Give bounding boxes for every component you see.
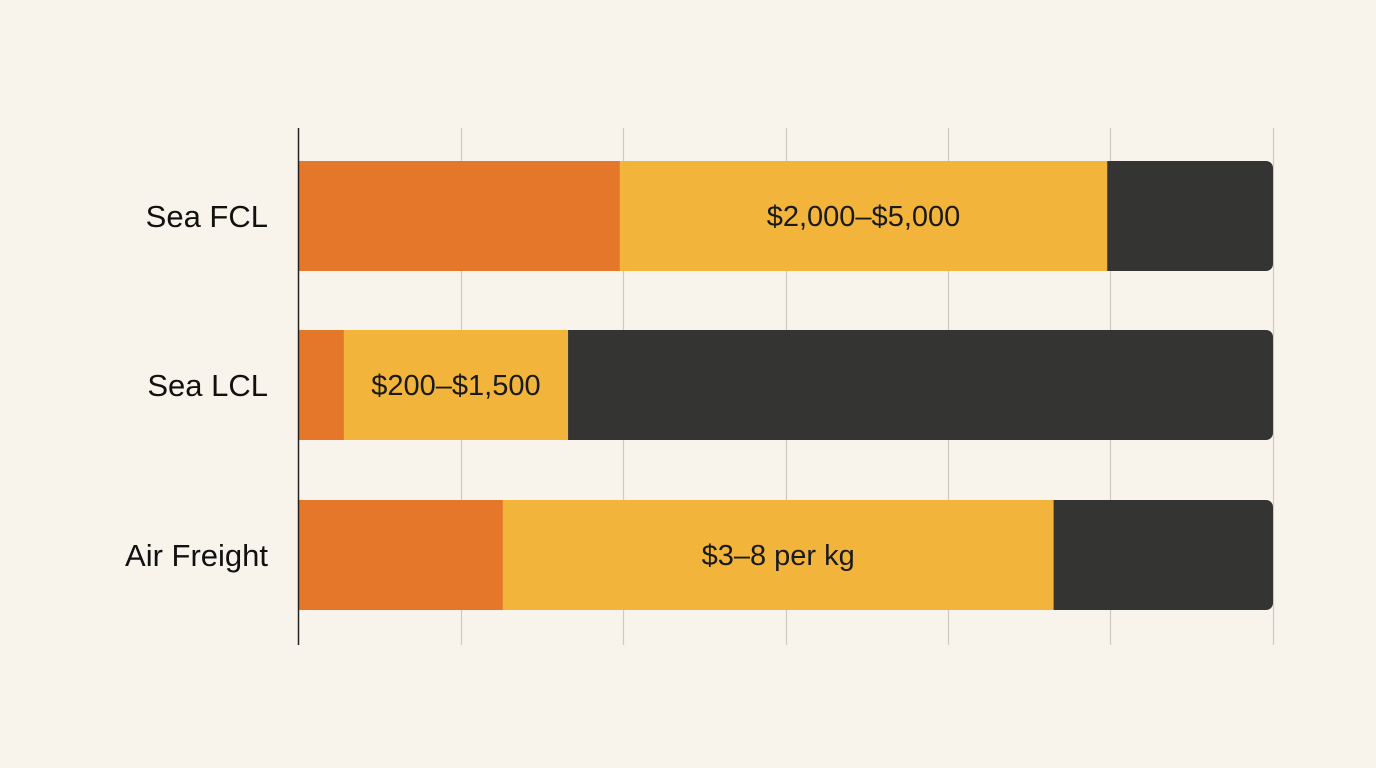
bar-segment (1053, 500, 1273, 610)
bar-segment (1107, 161, 1273, 271)
category-label: Sea LCL (147, 368, 268, 403)
bar-segment (299, 500, 504, 610)
category-label: Sea FCL (146, 199, 268, 234)
category-label: Air Freight (125, 538, 268, 573)
bar-segment (343, 330, 569, 440)
bar-group (299, 500, 1273, 610)
bar-group (299, 161, 1273, 271)
bar-segment (299, 330, 345, 440)
data-label: $3–8 per kg (702, 540, 855, 572)
bar-segment (568, 330, 1273, 440)
bar-group (299, 330, 1273, 440)
bar-segment (502, 500, 1055, 610)
data-label: $2,000–$5,000 (767, 201, 961, 233)
bars (299, 161, 1273, 610)
labels: $2,000–$5,000 Sea FCL $200–$1,500 Sea LCL $3… (125, 199, 960, 573)
bar-segment (619, 161, 1108, 271)
bar-segment (299, 161, 621, 271)
data-label: $200–$1,500 (371, 370, 540, 402)
